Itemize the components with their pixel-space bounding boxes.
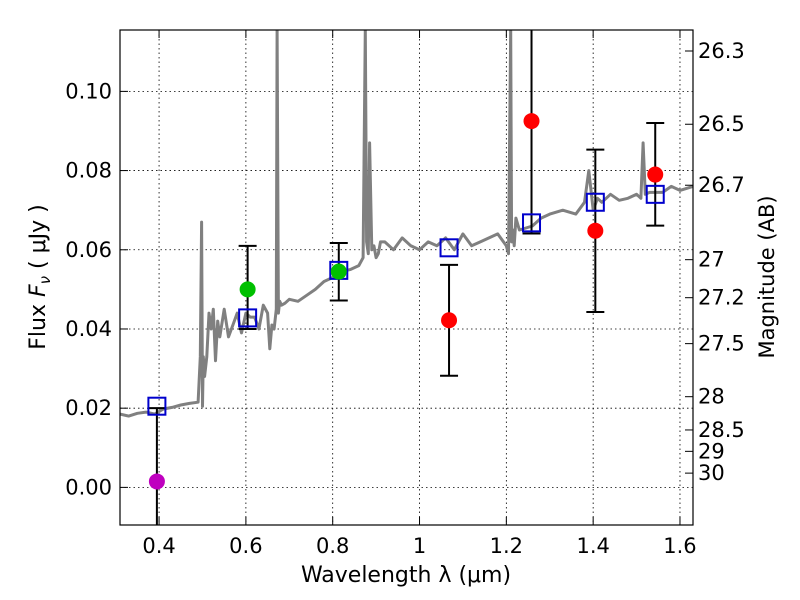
magnitude-tick-label: 26.5	[698, 112, 745, 136]
observed-flux-point	[330, 263, 347, 280]
model-photometry-square	[147, 396, 167, 416]
x-axis-label: Wavelength λ (μm)	[301, 563, 511, 588]
model-photometry-square	[585, 192, 605, 212]
magnitude-tick-label: 28.5	[698, 418, 745, 442]
error-bar	[522, 30, 541, 235]
magnitude-tick-label: 28	[698, 385, 725, 409]
model-photometry-square	[522, 213, 542, 233]
y-tick-label: 0.04	[65, 317, 112, 341]
x-tick-label: 0.6	[229, 534, 262, 558]
x-tick-label: 1	[413, 534, 426, 558]
error-bar	[147, 407, 166, 525]
y-tick-label: 0.00	[65, 475, 112, 499]
observed-flux-point	[523, 113, 540, 130]
magnitude-tick-label: 27.2	[698, 286, 745, 310]
magnitude-tick-label: 26.3	[698, 39, 745, 63]
magnitude-tick-label: 27.5	[698, 332, 745, 356]
y-tick-label: 0.10	[65, 79, 112, 103]
magnitude-axis-label: Magnitude (AB)	[755, 195, 779, 358]
y-tick-label: 0.08	[65, 159, 112, 183]
observed-flux-point	[148, 473, 165, 490]
x-tick-label: 0.4	[142, 534, 175, 558]
model-photometry-square	[238, 308, 258, 328]
observed-flux-point	[647, 166, 664, 183]
plot-frame	[119, 29, 694, 526]
magnitude-tick-label: 27	[698, 248, 725, 272]
magnitude-tick-label: 30	[698, 461, 725, 485]
model-photometry-square	[439, 238, 459, 258]
y-tick-label: 0.02	[65, 396, 112, 420]
axis-ticks: 0.4 0.6 0.8 1 1.2 1.4 1.6 0.00 0.02 0.04 0.06 0.08 0…	[65, 30, 745, 558]
model-photometry-square	[645, 184, 665, 204]
plot-area	[120, 30, 693, 525]
observed-flux-point	[587, 222, 604, 239]
x-tick-label: 1.6	[663, 534, 696, 558]
y-tick-label: 0.06	[65, 238, 112, 262]
x-tick-label: 0.8	[316, 534, 349, 558]
observed-flux-point	[441, 312, 458, 329]
x-tick-label: 1.4	[576, 534, 609, 558]
model-spectrum-line	[120, 30, 693, 418]
magnitude-tick-label: 26.7	[698, 173, 745, 197]
x-tick-label: 1.2	[490, 534, 523, 558]
observed-flux-point	[239, 281, 256, 298]
y-axis-label: Flux Fν ( μJy )	[26, 204, 54, 349]
magnitude-tick-label: 29	[698, 439, 725, 463]
grid-lines	[120, 30, 693, 525]
